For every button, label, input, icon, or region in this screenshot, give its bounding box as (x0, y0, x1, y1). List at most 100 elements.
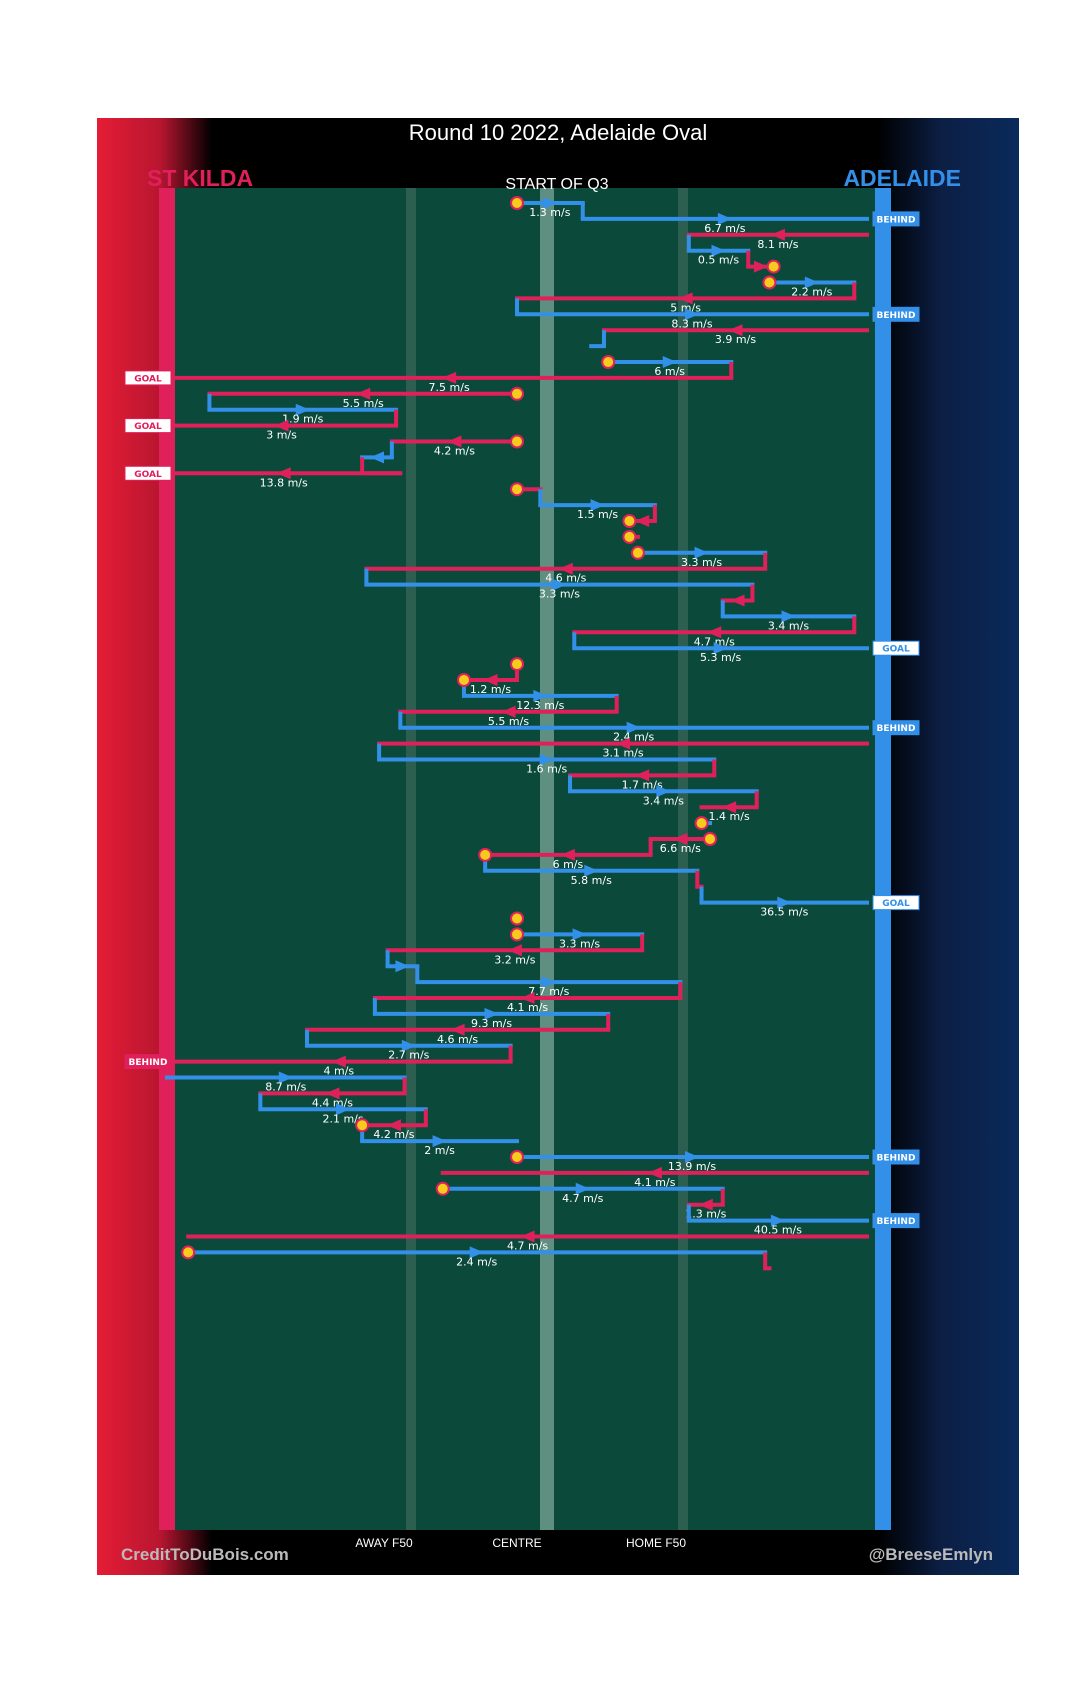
behind-badge: BEHIND (872, 1149, 920, 1165)
direction-arrow (728, 324, 743, 337)
outcome-badge-box (872, 1213, 920, 1229)
outcome-badge-box (124, 1054, 172, 1070)
speed-label: 6.6 m/s (660, 842, 701, 855)
direction-arrow (520, 992, 535, 1004)
direction-arrow (356, 387, 371, 400)
chart-frame: 1.3 m/s 6.7 m/s BEHIND 8.1 m/s 0.5 m/s 2.2 m/… (97, 118, 1019, 1575)
direction-arrow (560, 848, 575, 861)
stkilda-goal-line (159, 188, 175, 1530)
speed-label: 5.8 m/s (571, 874, 612, 887)
behind-badge: BEHIND (124, 1054, 172, 1070)
direction-arrow (501, 705, 516, 718)
ball-marker (510, 482, 524, 497)
direction-arrow (395, 960, 410, 973)
team-right-label: ADELAIDE (843, 165, 961, 191)
speed-label: 1.3 m/s (529, 206, 570, 219)
direction-arrow (331, 1055, 346, 1068)
credit-left: CreditToDuBois.com (121, 1545, 289, 1564)
outcome-badge-box (872, 306, 920, 322)
speed-label: 4.7 m/s (562, 1192, 603, 1205)
speed-label: 40.5 m/s (754, 1224, 802, 1237)
away-f50-label: AWAY F50 (355, 1536, 413, 1550)
goal-badge: GOAL (124, 418, 172, 434)
ball-marker (766, 259, 781, 274)
speed-label: 5 m/s (670, 301, 701, 314)
speed-label: 13.8 m/s (260, 476, 308, 489)
speed-label: 6 m/s (553, 858, 584, 871)
direction-arrow (781, 610, 796, 623)
speed-label: 2.1 m/s (322, 1112, 363, 1125)
direction-arrow (469, 1246, 484, 1259)
ball-marker (456, 673, 471, 687)
speed-label: 2.7 m/s (388, 1049, 429, 1062)
speed-label: 13.9 m/s (668, 1160, 716, 1173)
ball-marker (510, 196, 524, 210)
speed-label: 1.9 m/s (282, 413, 323, 426)
ball-marker (510, 434, 524, 449)
speed-label: 9.3 m/s (471, 1017, 512, 1030)
goal-badge: GOAL (872, 640, 920, 656)
direction-arrow (635, 515, 650, 527)
ball-marker (181, 1245, 196, 1260)
behind-badge: BEHIND (872, 211, 920, 227)
speed-label: 5.5 m/s (488, 715, 529, 728)
outcome-label: GOAL (882, 645, 910, 655)
direction-arrow (713, 642, 728, 655)
outcome-badge-box (872, 720, 920, 736)
outcome-badge-box (872, 640, 920, 656)
outcome-badge-box (124, 418, 172, 434)
team-left-label: ST KILDA (147, 165, 254, 191)
speed-label: 5.3 m/s (700, 651, 741, 664)
outcome-label: GOAL (134, 422, 162, 432)
speed-label: 3.3 m/s (539, 588, 580, 601)
direction-arrow (336, 1103, 351, 1116)
speed-label: 8.1 m/s (757, 238, 798, 251)
speed-label: 6.7 m/s (704, 222, 745, 235)
direction-arrow (432, 1135, 447, 1148)
speed-label: 4.1 m/s (634, 1176, 675, 1189)
direction-arrow (386, 1119, 401, 1132)
speed-label: 3.2 m/s (494, 953, 535, 966)
direction-arrow (278, 1071, 293, 1084)
ball-marker (510, 927, 524, 942)
direction-arrow (539, 753, 554, 766)
speed-label: 4.4 m/s (312, 1096, 353, 1109)
direction-arrow (575, 1182, 590, 1195)
speed-label: 4.2 m/s (373, 1128, 414, 1141)
direction-arrow (626, 721, 641, 734)
ball-marker (601, 355, 616, 369)
centre-label: CENTRE (492, 1536, 542, 1550)
direction-arrow (276, 467, 291, 480)
speed-label: 1.5 m/s (577, 508, 618, 521)
speed-label: 3.1 m/s (602, 747, 643, 760)
speed-label: 3.9 m/s (715, 333, 756, 346)
behind-badge: BEHIND (872, 1213, 920, 1229)
speed-label: 7.5 m/s (429, 381, 470, 394)
direction-arrow (753, 260, 768, 273)
direction-arrow (777, 896, 792, 909)
period-label: START OF Q3 (505, 176, 609, 193)
direction-arrow (685, 1151, 699, 1163)
outcome-badge-box (124, 465, 172, 481)
outcome-label: BEHIND (877, 724, 916, 734)
direction-arrow (656, 785, 671, 798)
behind-badge: BEHIND (872, 306, 920, 322)
direction-arrow (450, 1023, 465, 1036)
goal-badge: GOAL (872, 895, 920, 911)
ball-movement-chart: 1.3 m/s 6.7 m/s BEHIND 8.1 m/s 0.5 m/s 2.2 m/… (97, 118, 1019, 1575)
goal-badge: GOAL (124, 465, 172, 481)
possession-chains: 1.3 m/s 6.7 m/s BEHIND 8.1 m/s 0.5 m/s 2.2 m/… (124, 196, 920, 1271)
ball-marker (435, 1181, 450, 1196)
direction-arrow (507, 944, 522, 957)
direction-arrow (558, 562, 573, 575)
outcome-badge-box (872, 895, 920, 911)
direction-arrow (685, 308, 699, 321)
direction-arrow (484, 1007, 499, 1020)
outcome-label: BEHIND (877, 215, 916, 225)
direction-arrow (770, 228, 785, 241)
speed-label: 4.2 m/s (434, 445, 475, 458)
ball-marker (762, 275, 777, 290)
speed-label: 8.7 m/s (265, 1081, 306, 1094)
direction-arrow (804, 276, 819, 289)
speed-label: 3.3 m/s (681, 556, 722, 569)
